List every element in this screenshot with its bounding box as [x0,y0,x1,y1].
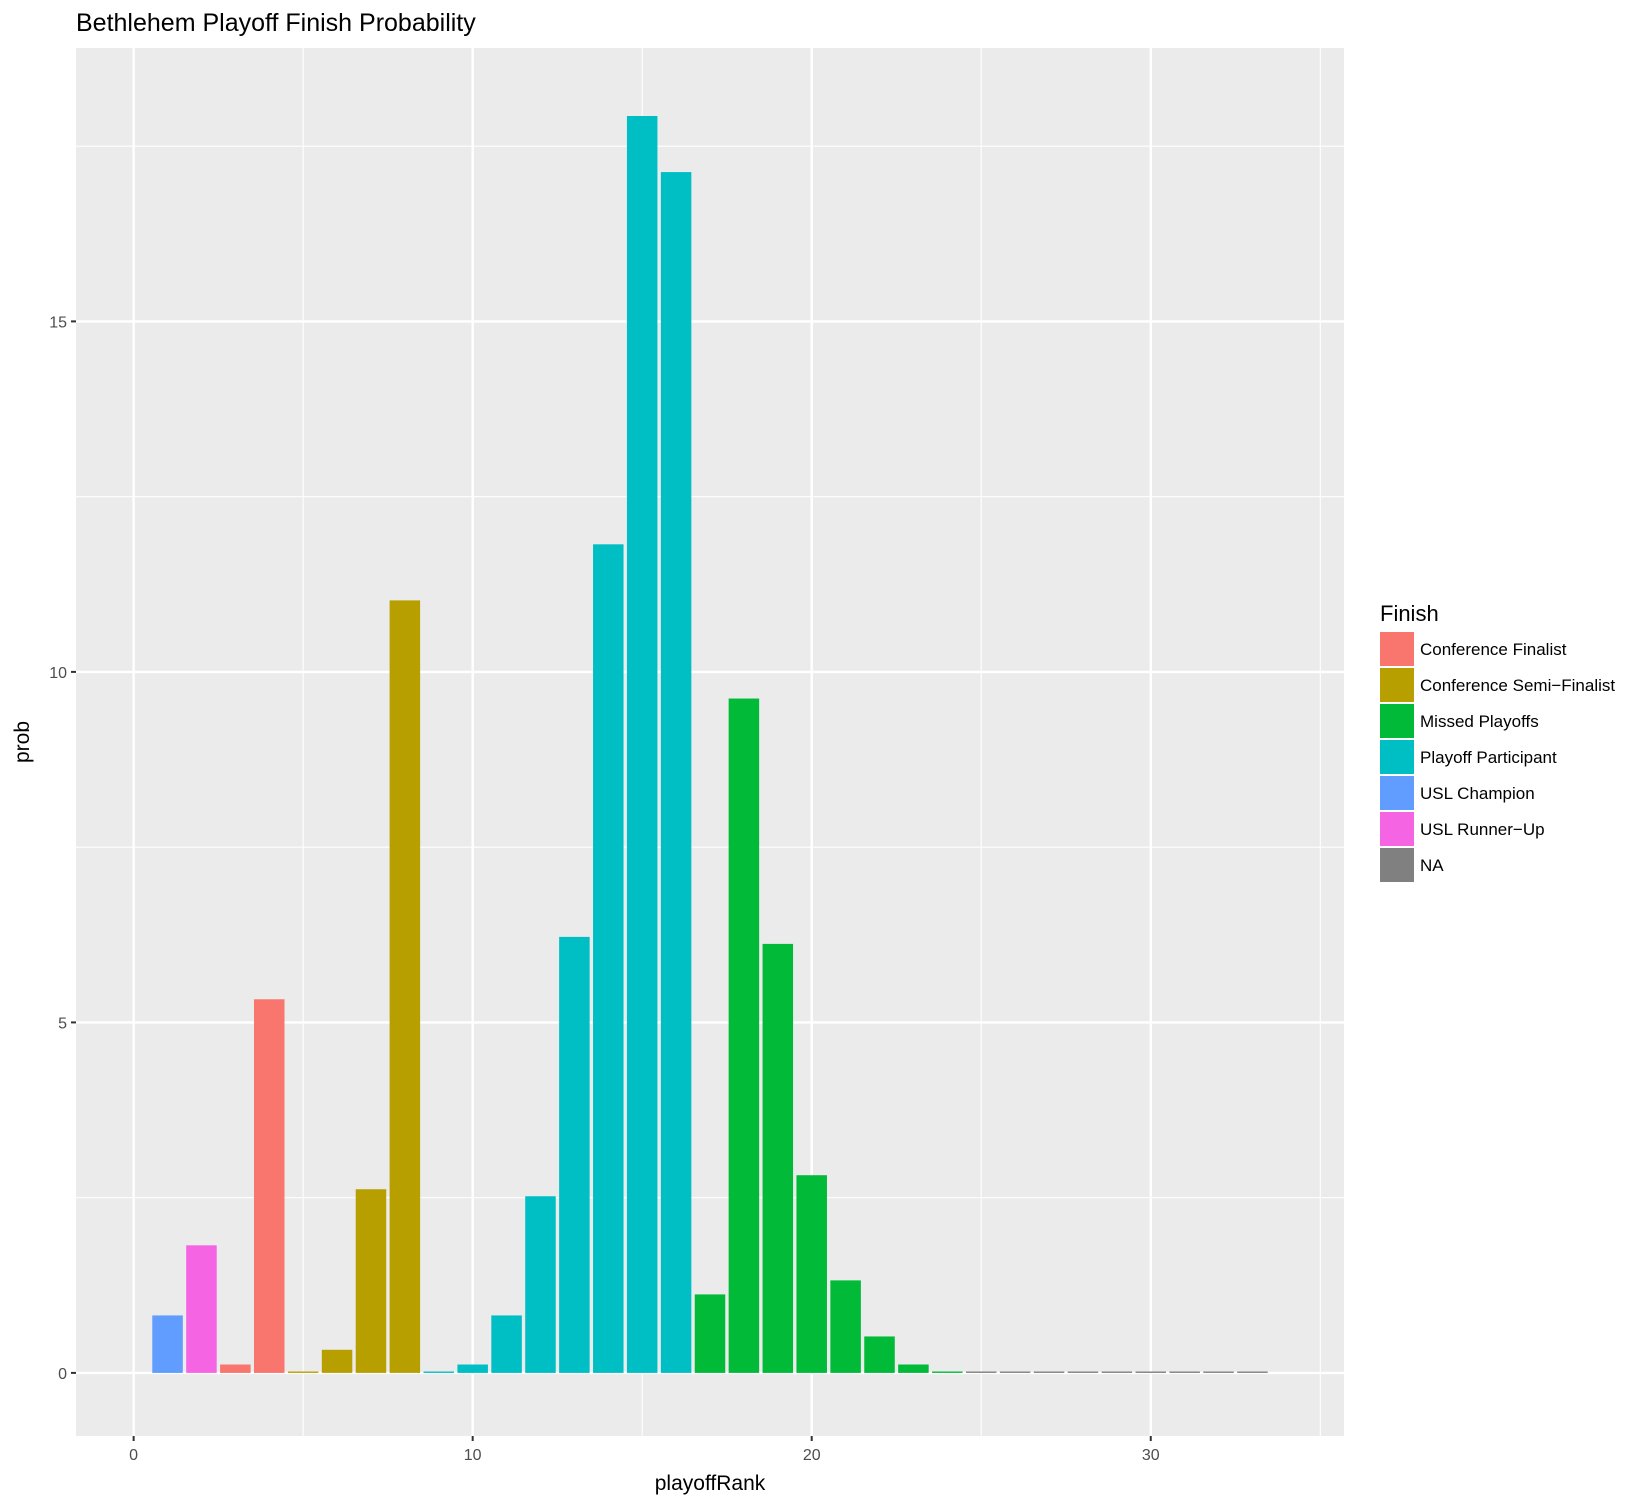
bar-rank-28 [1067,1371,1099,1373]
bar-rank-6 [321,1349,353,1373]
bar-rank-21 [830,1280,861,1373]
bars [152,116,1268,1373]
legend-label-4: USL Champion [1420,784,1535,803]
bar-rank-32 [1203,1371,1234,1373]
bar-rank-3 [220,1364,251,1373]
bar-rank-2 [186,1245,217,1373]
bar-rank-29 [1101,1371,1133,1373]
legend-label-6: NA [1420,856,1444,875]
legend-label-1: Conference Semi−Finalist [1420,676,1615,695]
bar-rank-11 [491,1315,522,1373]
bar-rank-7 [355,1189,387,1373]
x-axis-title: playoffRank [655,1472,766,1495]
bar-rank-18 [728,698,760,1373]
x-axis: 0 10 20 30 [129,1436,1160,1464]
y-tick-label-2: 10 [49,665,67,682]
x-tick-label-3: 30 [1142,1447,1160,1464]
legend: Finish Conference Finalist Conference Sem… [1380,601,1615,882]
legend-label-0: Conference Finalist [1420,640,1567,659]
legend-title: Finish [1380,601,1439,626]
bar-rank-20 [796,1175,827,1373]
bar-rank-4 [253,999,285,1373]
x-tick-label-1: 10 [464,1447,482,1464]
bar-rank-19 [762,943,794,1373]
legend-key-4 [1380,776,1414,810]
bar-rank-17 [694,1294,726,1373]
y-tick-label-3: 15 [49,314,67,331]
bar-rank-25 [965,1371,997,1373]
bar-rank-31 [1169,1371,1200,1373]
bar-rank-16 [660,172,692,1373]
legend-key-6 [1380,848,1414,882]
y-axis: 0 5 10 15 [49,314,76,1383]
legend-label-2: Missed Playoffs [1420,712,1539,731]
bar-rank-12 [525,1196,556,1373]
y-tick-label-1: 5 [58,1015,67,1032]
bar-rank-23 [898,1364,929,1373]
x-tick-label-0: 0 [129,1447,138,1464]
bar-rank-30 [1135,1371,1166,1373]
plot-panel [76,48,1344,1436]
bar-rank-10 [457,1364,488,1373]
bar-rank-26 [999,1371,1031,1373]
legend-key-0 [1380,632,1414,666]
bar-rank-1 [152,1315,183,1373]
bar-rank-27 [1033,1371,1065,1373]
legend-label-3: Playoff Participant [1420,748,1557,767]
y-axis-title: prob [11,721,34,763]
legend-key-2 [1380,704,1414,738]
bar-rank-15 [626,116,658,1373]
bar-rank-9 [423,1371,455,1373]
legend-label-5: USL Runner−Up [1420,820,1545,839]
bar-rank-13 [559,936,590,1373]
bar-rank-22 [864,1336,895,1373]
bar-rank-8 [389,600,421,1373]
legend-key-1 [1380,668,1414,702]
bar-rank-24 [932,1371,963,1373]
y-tick-label-0: 0 [58,1366,67,1383]
legend-key-3 [1380,740,1414,774]
bar-rank-5 [287,1371,319,1373]
x-tick-label-2: 20 [803,1447,821,1464]
chart-title: Bethlehem Playoff Finish Probability [76,9,476,37]
legend-key-5 [1380,812,1414,846]
bar-rank-33 [1237,1371,1268,1373]
bar-rank-14 [593,544,624,1373]
